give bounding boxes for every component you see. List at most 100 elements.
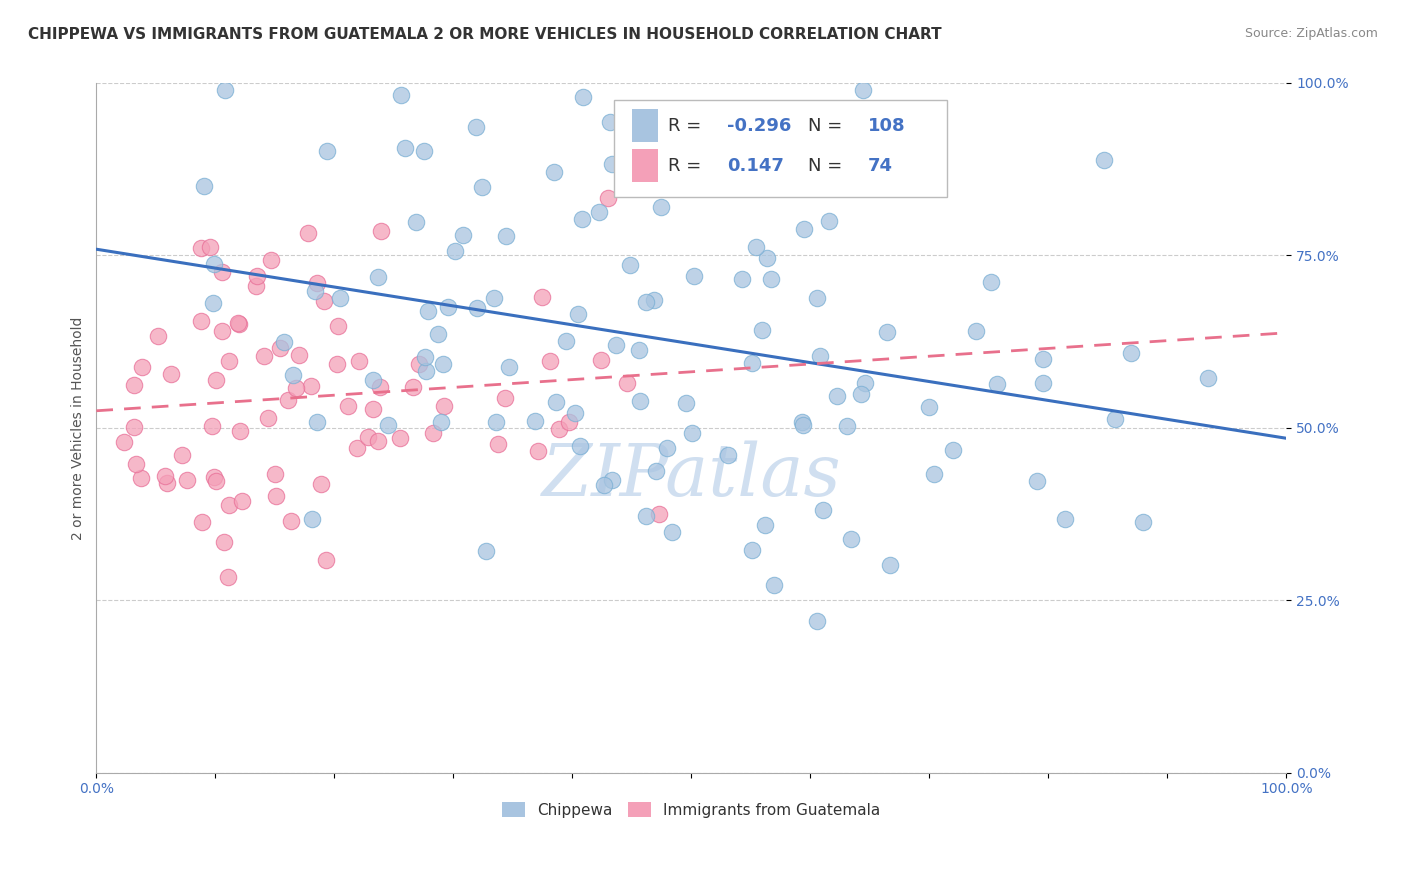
Point	[408, 358, 430, 372]
Point	[918, 401, 941, 415]
Point	[526, 444, 548, 458]
Point	[706, 158, 728, 172]
Text: R =: R =	[668, 117, 700, 135]
Point	[226, 316, 249, 330]
Point	[432, 399, 454, 413]
Point	[531, 290, 554, 304]
Point	[725, 103, 748, 117]
Point	[1121, 346, 1143, 360]
Point	[1197, 371, 1219, 385]
Point	[367, 434, 389, 448]
Point	[543, 165, 565, 179]
Point	[402, 380, 425, 394]
Point	[569, 439, 592, 453]
FancyBboxPatch shape	[631, 109, 658, 142]
Point	[129, 471, 152, 485]
Point	[205, 474, 228, 488]
Point	[557, 415, 579, 429]
Point	[1032, 376, 1054, 390]
Point	[498, 359, 520, 374]
Point	[465, 301, 488, 315]
Point	[494, 392, 516, 406]
Text: R =: R =	[668, 157, 700, 175]
Point	[377, 417, 399, 432]
Point	[965, 324, 987, 338]
Point	[619, 258, 641, 272]
Point	[148, 329, 170, 343]
Point	[627, 343, 650, 358]
Point	[228, 317, 250, 331]
Point	[315, 552, 337, 566]
Point	[314, 293, 336, 308]
Point	[571, 90, 593, 104]
Point	[361, 402, 384, 417]
Point	[451, 227, 474, 242]
Point	[394, 141, 416, 155]
Point	[307, 276, 329, 290]
Point	[229, 424, 252, 438]
Point	[634, 295, 657, 310]
Point	[616, 376, 638, 390]
Text: Source: ZipAtlas.com: Source: ZipAtlas.com	[1244, 27, 1378, 40]
Point	[761, 272, 783, 286]
Point	[628, 393, 651, 408]
Point	[741, 543, 763, 558]
Point	[813, 502, 835, 516]
Point	[367, 269, 389, 284]
Point	[281, 368, 304, 382]
Point	[741, 356, 763, 370]
Point	[430, 416, 453, 430]
Point	[751, 323, 773, 337]
Point	[280, 514, 302, 528]
Point	[422, 426, 444, 441]
Point	[1026, 474, 1049, 488]
Point	[591, 352, 613, 367]
Point	[155, 469, 177, 483]
Point	[683, 268, 706, 283]
Point	[922, 467, 945, 482]
Point	[264, 467, 287, 481]
Point	[156, 475, 179, 490]
Point	[523, 414, 546, 428]
Point	[412, 144, 434, 158]
Point	[593, 478, 616, 492]
Point	[717, 448, 740, 462]
Point	[643, 293, 665, 307]
Point	[416, 303, 439, 318]
Point	[471, 180, 494, 194]
Y-axis label: 2 or more Vehicles in Household: 2 or more Vehicles in Household	[72, 316, 86, 540]
Point	[191, 515, 214, 529]
Point	[204, 373, 226, 387]
Point	[716, 122, 738, 136]
Point	[661, 524, 683, 539]
Point	[346, 441, 368, 455]
Point	[555, 334, 578, 348]
Point	[337, 399, 360, 413]
Text: ZIPatlas: ZIPatlas	[541, 441, 841, 511]
Point	[655, 442, 678, 456]
Point	[391, 88, 413, 103]
Point	[176, 473, 198, 487]
Point	[986, 377, 1008, 392]
Point	[214, 83, 236, 97]
Point	[486, 437, 509, 451]
Point	[849, 387, 872, 401]
Point	[370, 224, 392, 238]
Point	[198, 240, 221, 254]
Point	[548, 422, 571, 436]
Point	[277, 392, 299, 407]
Point	[170, 448, 193, 462]
Point	[288, 348, 311, 362]
Point	[546, 395, 568, 409]
Text: 0.147: 0.147	[727, 157, 785, 175]
Point	[1104, 412, 1126, 426]
Point	[427, 326, 450, 341]
Point	[464, 120, 486, 135]
Point	[245, 268, 267, 283]
Point	[202, 257, 225, 271]
Text: 74: 74	[868, 157, 893, 175]
Legend: Chippewa, Immigrants from Guatemala: Chippewa, Immigrants from Guatemala	[496, 796, 887, 823]
Point	[681, 425, 703, 440]
Point	[567, 307, 589, 321]
Point	[495, 229, 517, 244]
